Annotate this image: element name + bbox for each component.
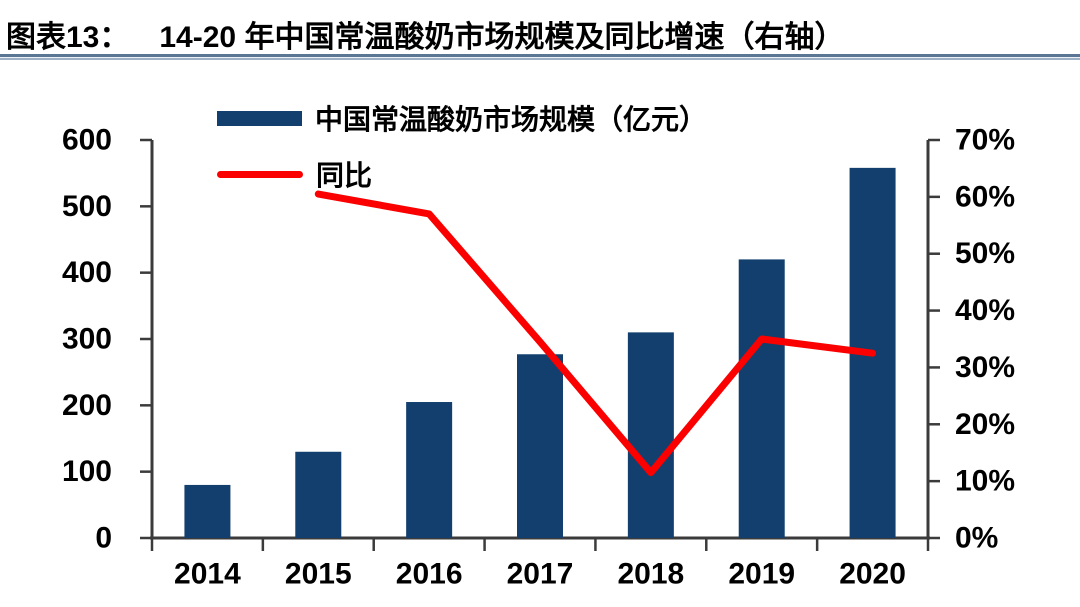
underline-light-rule [0, 58, 1080, 60]
x-axis-label-2016: 2016 [396, 558, 463, 591]
right-axis-label-0%: 0% [955, 522, 998, 555]
bar-2014 [184, 484, 231, 538]
bar-2016 [406, 402, 453, 538]
x-axis-label-2014: 2014 [174, 558, 241, 591]
right-axis-label-20%: 20% [955, 408, 1015, 441]
x-axis-label-2018: 2018 [617, 558, 684, 591]
x-axis-label-2020: 2020 [839, 558, 906, 591]
yoy-growth-line [314, 190, 877, 477]
chart-title: 图表13： 14-20 年中国常温酸奶市场规模及同比增速（右轴） [6, 12, 844, 56]
underline-dark-rule [0, 54, 1080, 57]
left-axis-label-400: 400 [62, 256, 112, 289]
left-axis-label-500: 500 [62, 190, 112, 223]
left-axis-label-600: 600 [62, 124, 112, 157]
bar-2017 [517, 354, 563, 538]
left-axis-label-200: 200 [62, 389, 112, 422]
x-axis-label-2019: 2019 [728, 558, 795, 591]
right-axis-label-30%: 30% [955, 351, 1015, 384]
chart-number-label: 图表13： [6, 21, 130, 54]
left-axis-label-300: 300 [62, 323, 112, 356]
bar-2018 [627, 332, 674, 538]
legend-item-market-size: 中国常温酸奶市场规模（亿元） [217, 98, 707, 138]
bar-2019 [738, 259, 785, 538]
chart-area: 0 100 200 300 400 500 600 0% 10% 20% 30% 40% 50% 60% 7… [0, 68, 1080, 607]
x-axis-label-2017: 2017 [507, 558, 574, 591]
right-axis-label-10%: 10% [955, 465, 1015, 498]
legend-label-yoy: 同比 [316, 160, 373, 191]
plot-svg: 0 100 200 300 400 500 600 0% 10% 20% 30% 40% 50% 60% 7… [62, 124, 1015, 591]
title-underline [0, 54, 1080, 61]
left-axis-label-0: 0 [95, 522, 112, 555]
right-axis-label-40%: 40% [955, 294, 1015, 327]
right-axis-label-50%: 50% [955, 237, 1015, 270]
bar-series-swatch [217, 110, 302, 126]
legend-label-market-size: 中国常温酸奶市场规模（亿元） [315, 104, 708, 135]
bar-2015 [295, 451, 342, 538]
right-axis-label-70%: 70% [955, 124, 1015, 157]
legend: 中国常温酸奶市场规模（亿元） 同比 [217, 98, 707, 194]
left-axis-label-100: 100 [62, 455, 112, 488]
legend-item-yoy: 同比 [217, 154, 707, 194]
x-axis-label-2015: 2015 [285, 558, 352, 591]
line-series-swatch [217, 170, 303, 178]
right-axis-label-60%: 60% [955, 180, 1015, 213]
underline-gap [0, 57, 1080, 58]
chart-title-text: 14-20 年中国常温酸奶市场规模及同比增速（右轴） [159, 21, 845, 54]
